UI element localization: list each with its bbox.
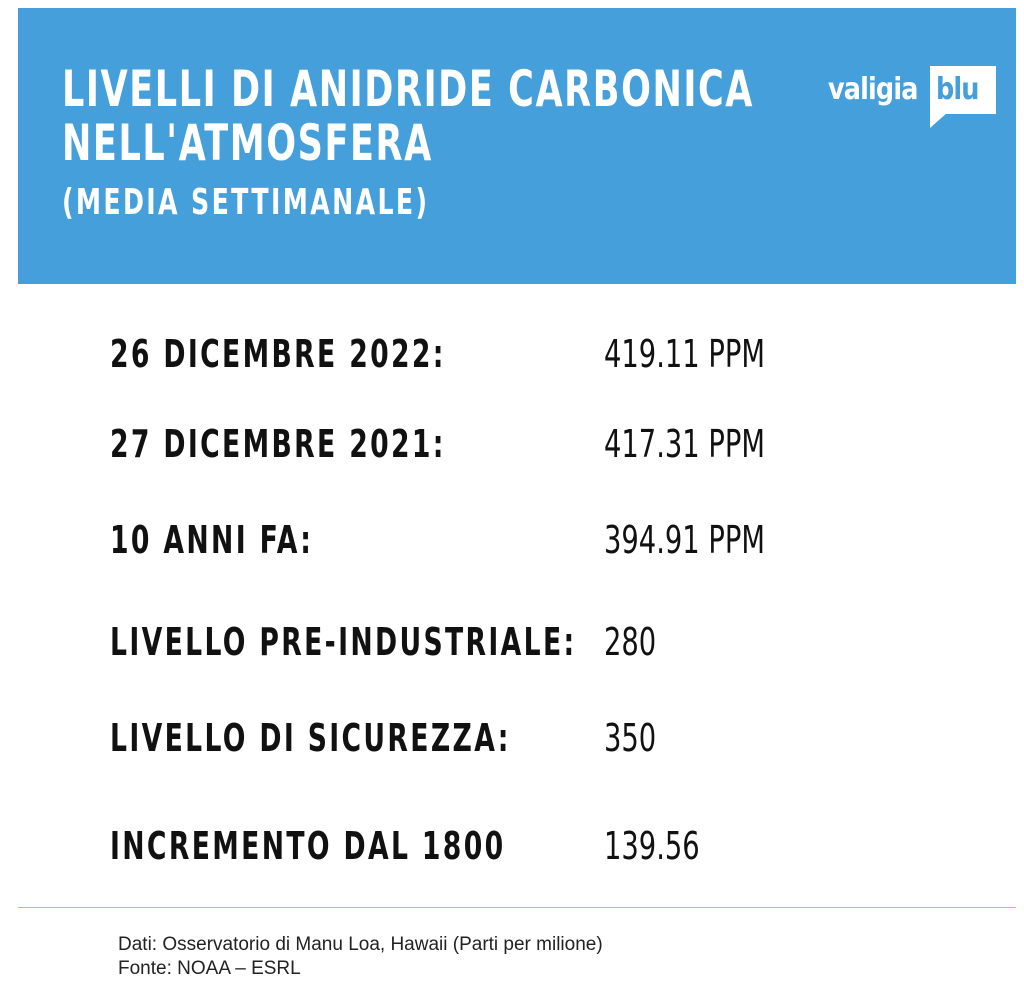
logo-speech-bubble-tail: [930, 112, 948, 128]
data-row: 26 DICEMBRE 2022: 419.11 PPM: [110, 332, 910, 382]
source-note: Fonte: NOAA – ESRL: [118, 958, 301, 979]
header-banner: LIVELLI DI ANIDRIDE CARBONICA NELL'ATMOS…: [18, 8, 1016, 284]
row-label: 27 DICEMBRE 2021:: [110, 422, 446, 466]
row-value: 419.11 PPM: [604, 332, 765, 376]
row-label: 26 DICEMBRE 2022:: [110, 332, 446, 376]
title-line-1: LIVELLI DI ANIDRIDE CARBONICA: [62, 60, 755, 118]
title-line-2: NELL'ATMOSFERA: [62, 114, 433, 172]
data-row: 27 DICEMBRE 2021: 417.31 PPM: [110, 422, 910, 472]
logo-speech-bubble: [930, 66, 996, 114]
row-value: 394.91 PPM: [604, 518, 765, 562]
footer-divider: [18, 907, 1016, 908]
data-row: INCREMENTO DAL 1800 139.56: [110, 824, 910, 874]
row-value: 139.56: [604, 824, 700, 868]
data-source-note: Dati: Osservatorio di Manu Loa, Hawaii (…: [118, 934, 603, 955]
row-value: 350: [604, 716, 657, 760]
logo-text-blu: blu: [936, 72, 979, 107]
valigiablu-logo: valigia blu: [828, 60, 998, 134]
data-row: LIVELLO PRE-INDUSTRIALE: 280: [110, 620, 910, 670]
logo-text-valigia: valigia: [828, 72, 918, 107]
row-label: LIVELLO DI SICUREZZA:: [110, 716, 511, 760]
row-value: 417.31 PPM: [604, 422, 765, 466]
data-row: 10 ANNI FA: 394.91 PPM: [110, 518, 910, 568]
row-label: LIVELLO PRE-INDUSTRIALE:: [110, 620, 577, 664]
row-label: INCREMENTO DAL 1800: [110, 824, 506, 868]
row-label: 10 ANNI FA:: [110, 518, 314, 562]
row-value: 280: [604, 620, 657, 664]
data-row: LIVELLO DI SICUREZZA: 350: [110, 716, 910, 766]
subtitle: (MEDIA SETTIMANALE): [62, 182, 430, 223]
